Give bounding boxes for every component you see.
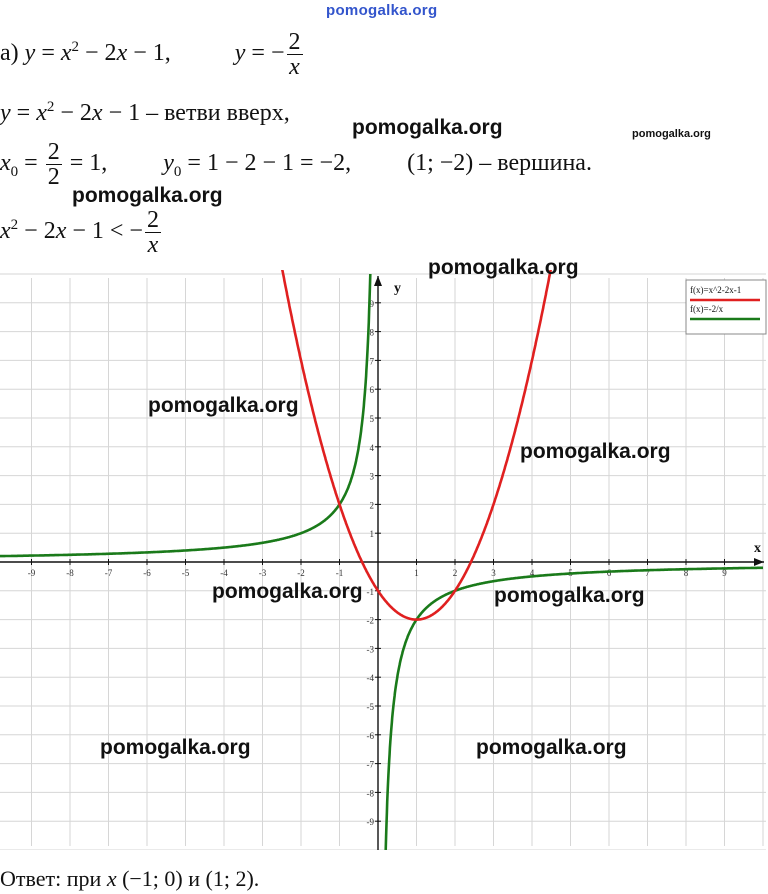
y-tick-label: -3 xyxy=(367,644,375,654)
y-tick-label: -7 xyxy=(367,760,375,770)
x-tick-label: 9 xyxy=(722,568,727,578)
y-tick-label: -5 xyxy=(367,702,375,712)
watermark: pomogalka.org xyxy=(520,440,671,463)
x-tick-label: -5 xyxy=(182,568,190,578)
x-tick-label: -2 xyxy=(297,568,305,578)
watermark: pomogalka.org xyxy=(428,256,579,279)
x-tick-label: -1 xyxy=(336,568,344,578)
y-axis-label: y xyxy=(394,281,401,296)
y-tick-label: 9 xyxy=(370,299,375,309)
y-tick-label: 3 xyxy=(370,472,375,482)
function-graph: -9 -8 -7 -6 -5 -4 -3 -2 -1 1 2 3 4 5 6 7 8 9 -9 -8 -7 -6 -5 -4 -… xyxy=(0,270,767,850)
x-tick-label: 3 xyxy=(491,568,496,578)
equation-line-1: а) y = x2 − 2x − 1, y = −2 x xyxy=(0,29,303,80)
equation-line-2: y = x2 − 2x − 1 – ветви вверх, xyxy=(0,99,290,127)
answer-line: Ответ: при x (−1; 0) и (1; 2). xyxy=(0,866,260,891)
x-tick-label: -7 xyxy=(105,568,113,578)
answer-prefix: Ответ: при xyxy=(0,866,102,891)
y-tick-label: 5 xyxy=(370,414,375,424)
watermark: pomogalka.org xyxy=(72,184,223,207)
x-tick-label: 8 xyxy=(684,568,689,578)
y-tick-label: 6 xyxy=(370,385,375,395)
y-tick-label: 8 xyxy=(370,328,375,338)
y-tick-label: 4 xyxy=(370,443,375,453)
hyperbola-left-branch xyxy=(0,273,372,558)
x-axis-label: x xyxy=(754,541,761,556)
y-tick-label: 7 xyxy=(370,356,375,366)
y-axis-arrow xyxy=(374,276,382,286)
y-tick-label: 2 xyxy=(370,500,375,510)
watermark: pomogalka.org xyxy=(494,584,645,607)
curves xyxy=(0,270,763,850)
y-tick-label: -8 xyxy=(367,788,375,798)
branches-text: – ветви вверх, xyxy=(146,100,290,126)
watermark: pomogalka.org xyxy=(476,736,627,759)
y-tick-label: -6 xyxy=(367,731,375,741)
watermark: pomogalka.org xyxy=(100,736,251,759)
y-tick-label: -4 xyxy=(367,673,375,683)
parabola-curve xyxy=(281,270,552,621)
x-tick-label: -4 xyxy=(220,568,228,578)
site-header: pomogalka.org xyxy=(326,2,438,19)
legend: f(x)=x^2-2x-1 f(x)=-2/x xyxy=(685,279,767,335)
legend-entry-parabola: f(x)=x^2-2x-1 xyxy=(690,285,741,295)
watermark: pomogalka.org xyxy=(632,128,711,140)
hyperbola-right-branch xyxy=(384,566,763,850)
x-tick-label: 6 xyxy=(607,568,612,578)
x-tick-label: -8 xyxy=(66,568,74,578)
x-tick-label: 2 xyxy=(453,568,458,578)
x-tick-label: -6 xyxy=(143,568,151,578)
x-tick-label: -9 xyxy=(28,568,36,578)
watermark: pomogalka.org xyxy=(212,580,363,603)
y-tick-label: 1 xyxy=(370,529,375,539)
x-tick-label: 1 xyxy=(414,568,419,578)
x-tick-label: -3 xyxy=(259,568,267,578)
inequality-line: x2 − 2x − 1 < −2 x xyxy=(0,207,161,258)
x-axis-arrow xyxy=(754,558,764,566)
y-tick-label: -1 xyxy=(367,587,375,597)
x-tick-label: 7 xyxy=(645,568,650,578)
watermark: pomogalka.org xyxy=(352,116,503,139)
y-tick-label: -2 xyxy=(367,616,375,626)
vertex-text: – вершина. xyxy=(479,150,592,177)
part-label: а) xyxy=(0,40,19,67)
y-tick-label: -9 xyxy=(367,817,375,827)
watermark: pomogalka.org xyxy=(148,394,299,417)
x-tick-label: 4 xyxy=(530,568,535,578)
answer-intervals: (−1; 0) и (1; 2). xyxy=(122,866,260,891)
legend-entry-hyperbola: f(x)=-2/x xyxy=(690,304,724,314)
axes xyxy=(0,276,764,850)
legend-box xyxy=(685,279,767,335)
